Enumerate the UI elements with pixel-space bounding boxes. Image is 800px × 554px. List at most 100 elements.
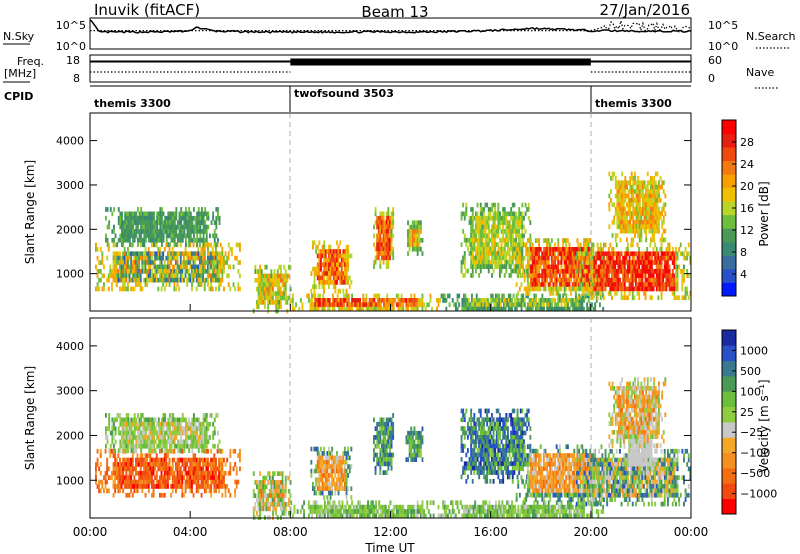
echo-cell [199,215,202,221]
echo-cell [518,259,521,265]
echo-cell [470,233,473,239]
echo-cell [164,215,167,221]
echo-cell [643,198,646,203]
echo-cell [167,435,170,440]
echo-cell [194,260,197,265]
echo-cell [648,198,651,203]
echo-cell [111,237,114,243]
echo-cell [499,215,501,221]
echo-cell [116,242,119,247]
echo-cell [621,180,624,186]
echo-cell [631,269,634,274]
echo-cell [538,264,540,270]
echo-cell [159,269,161,274]
echo-cell [487,207,490,212]
echo-cell [171,470,174,476]
echo-cell [507,233,509,239]
echo-cell [138,260,141,265]
echo-cell [502,233,505,239]
echo-cell [538,282,540,287]
echo-cell [491,273,493,278]
echo-cell [315,249,318,254]
echo-cell [169,417,171,423]
echo-cell [290,298,293,303]
echo-cell [550,251,553,257]
echo-cell [193,224,195,230]
echo-cell [148,229,151,234]
echo-cell [510,211,513,217]
echo-cell [544,255,547,261]
echo-cell [168,277,171,283]
echo-cell [557,291,560,296]
echo-cell [336,253,338,259]
echo-cell [630,228,633,234]
echo-cell [659,260,661,265]
echo-cell [373,306,376,312]
echo-cell [332,262,335,268]
echo-cell [475,215,477,221]
echo-cell [536,247,539,252]
echo-cell [528,282,531,287]
echo-cell [557,293,560,299]
echo-cell [224,488,227,494]
echo-cell [181,492,184,498]
echo-cell [144,484,147,489]
echo-cell [494,255,497,261]
echo-cell [508,259,511,265]
echo-cell [170,229,173,234]
echo-cell [221,264,224,270]
echo-cell [463,298,465,303]
echo-cell [636,255,639,261]
echo-cell [207,470,209,476]
echo-cell [489,207,492,212]
echo-cell [579,242,582,248]
echo-cell [165,237,168,243]
echo-cell [162,484,165,489]
echo-cell [148,215,151,221]
echo-cell [347,258,350,263]
echo-cell [123,264,126,270]
echo-cell [484,246,487,252]
echo-cell [519,259,522,265]
echo-cell [637,202,640,208]
echo-cell [219,255,222,261]
echo-cell [125,430,128,436]
echo-cell [170,430,173,436]
echo-cell [552,291,555,296]
echo-cell [541,255,544,261]
echo-cell [418,229,421,234]
echo-cell [641,264,644,270]
echo-cell [387,302,390,308]
echo-cell [554,282,556,287]
echo-cell [259,278,262,283]
echo-cell [557,242,560,248]
echo-cell [508,273,511,278]
echo-cell [651,264,653,270]
echo-cell [176,251,179,257]
echo-cell [665,273,668,279]
echo-cell [191,479,193,485]
echo-cell [169,233,171,239]
echo-cell [181,233,184,239]
echo-cell [683,273,685,279]
echo-cell [226,273,229,279]
echo-cell [156,421,159,427]
echo-cell [687,251,690,257]
echo-cell [453,302,456,308]
echo-cell [585,286,588,292]
echo-cell [280,278,282,283]
echo-cell [107,475,110,480]
echo-cell [125,269,128,274]
echo-cell [648,189,651,194]
echo-cell [161,417,163,423]
echo-cell [647,273,650,279]
echo-cell [208,269,211,274]
echo-cell [260,282,263,288]
echo-cell [511,220,514,225]
echo-cell [259,269,262,274]
echo-cell [387,215,390,221]
echo-cell [463,302,465,308]
echo-cell [555,277,558,283]
echo-cell [583,306,585,312]
echo-cell [221,255,224,261]
